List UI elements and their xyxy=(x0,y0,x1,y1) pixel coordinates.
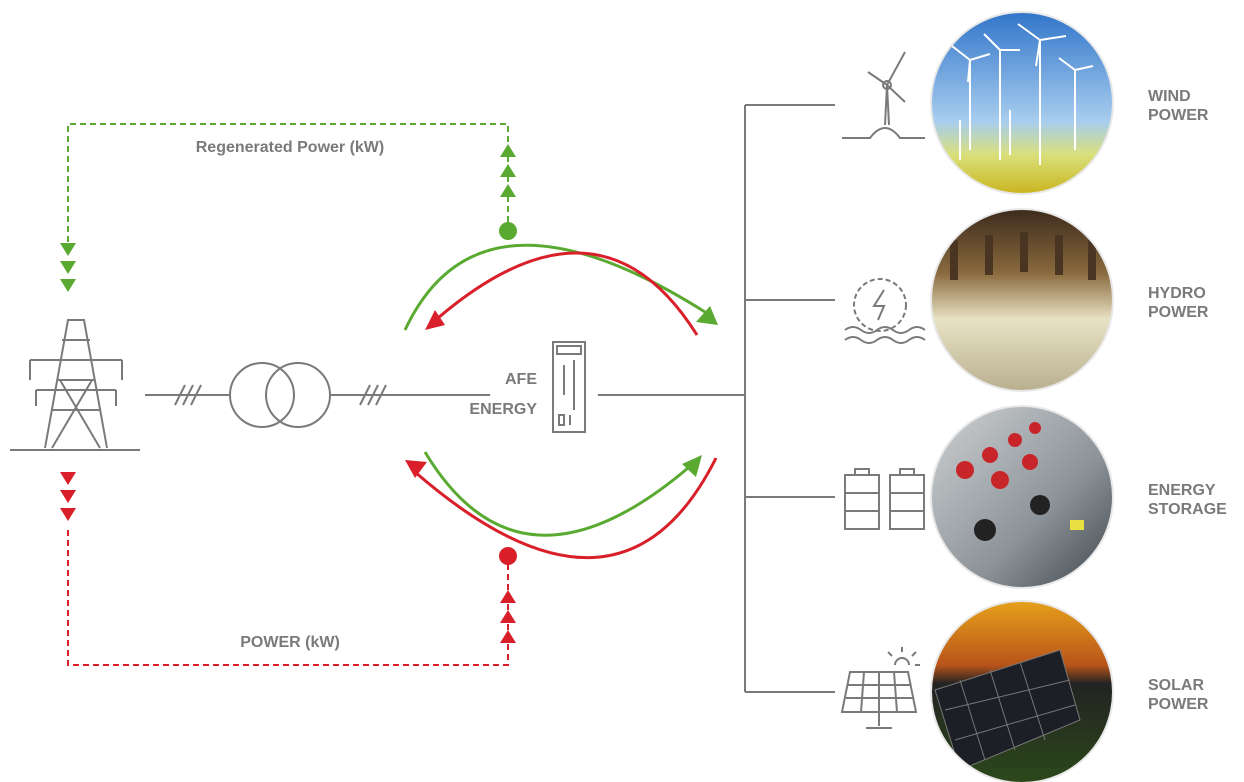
source-label: POWER xyxy=(1148,107,1209,124)
arc xyxy=(437,251,699,336)
source-label: POWER xyxy=(1148,304,1209,321)
tower-icon xyxy=(10,319,140,451)
storage-icon xyxy=(844,468,925,530)
device-label: ENERGY xyxy=(469,401,537,418)
regen-label: Regenerated Power (kW) xyxy=(196,139,384,156)
transmission xyxy=(145,104,835,693)
arc xyxy=(414,457,718,560)
arrowhead xyxy=(405,460,427,478)
source-label: POWER xyxy=(1148,696,1209,713)
source-label: WIND xyxy=(1148,88,1191,105)
photo-solar xyxy=(930,600,1114,782)
power-line xyxy=(67,530,509,666)
arc xyxy=(423,451,689,537)
solar-icon xyxy=(840,647,920,729)
source-label: ENERGY xyxy=(1148,482,1216,499)
wind-icon xyxy=(842,51,925,139)
source-label: HYDRO xyxy=(1148,285,1206,302)
red-arrows xyxy=(60,472,517,643)
source-labels: WIND POWER HYDRO POWER ENERGY STORAGE SOLAR POW… xyxy=(1148,88,1227,713)
power-label: POWER (kW) xyxy=(240,634,340,651)
photo-storage xyxy=(930,405,1114,589)
photo-wind xyxy=(930,11,1114,195)
arrowhead xyxy=(696,306,718,325)
green-arrows xyxy=(60,144,517,292)
hydro-icon xyxy=(844,278,926,344)
arrowhead xyxy=(682,455,702,477)
device-label: AFE xyxy=(505,371,537,388)
arrowhead xyxy=(425,310,445,330)
device-icon xyxy=(552,341,586,433)
source-label: STORAGE xyxy=(1148,501,1227,518)
photo-hydro xyxy=(930,208,1114,392)
source-label: SOLAR xyxy=(1148,677,1204,694)
